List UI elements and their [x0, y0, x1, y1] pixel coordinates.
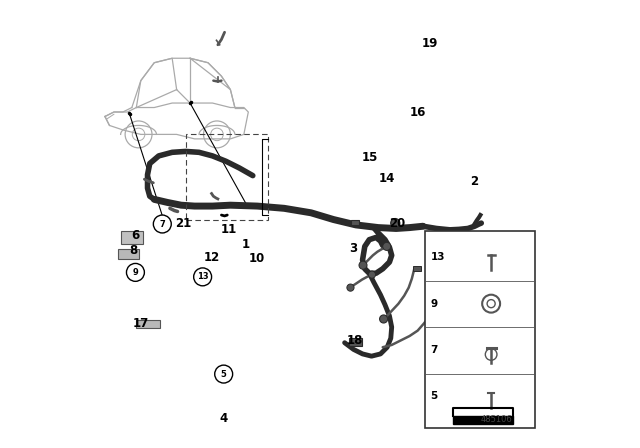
Text: 13: 13: [197, 272, 209, 281]
Text: 9: 9: [132, 268, 138, 277]
Circle shape: [369, 271, 376, 278]
Bar: [349, 338, 362, 346]
Text: 19: 19: [422, 37, 438, 51]
Text: 20: 20: [389, 216, 405, 230]
Circle shape: [391, 219, 400, 228]
Text: 13: 13: [431, 252, 445, 263]
Text: 3: 3: [349, 242, 358, 255]
Circle shape: [383, 242, 391, 250]
Text: 485106: 485106: [481, 415, 513, 424]
Circle shape: [154, 215, 172, 233]
Circle shape: [215, 365, 233, 383]
Bar: [136, 320, 159, 328]
Text: 12: 12: [204, 251, 220, 264]
Text: 16: 16: [410, 106, 426, 120]
Text: 10: 10: [249, 252, 266, 266]
Text: 5: 5: [221, 370, 227, 379]
Text: 4: 4: [220, 412, 228, 426]
Text: 18: 18: [346, 334, 363, 347]
Text: 14: 14: [379, 172, 396, 185]
Circle shape: [359, 261, 367, 269]
Bar: [118, 249, 139, 259]
Bar: [121, 231, 143, 244]
Text: 5: 5: [431, 391, 438, 401]
Text: 15: 15: [362, 151, 378, 164]
Bar: [452, 416, 513, 424]
Bar: [351, 220, 360, 225]
Bar: [425, 231, 535, 428]
Text: 9: 9: [431, 299, 438, 309]
Text: 1: 1: [242, 237, 250, 251]
Circle shape: [194, 268, 212, 286]
Bar: [186, 134, 269, 220]
Text: 7: 7: [431, 345, 438, 355]
Bar: [413, 266, 421, 271]
Text: 21: 21: [175, 216, 191, 230]
Text: 7: 7: [159, 220, 165, 228]
Text: 8: 8: [129, 244, 138, 258]
Circle shape: [380, 315, 388, 323]
Text: 11: 11: [221, 223, 237, 236]
Text: 17: 17: [132, 317, 149, 330]
Circle shape: [127, 263, 145, 281]
Circle shape: [436, 288, 445, 297]
Text: 2: 2: [470, 175, 479, 188]
Circle shape: [347, 284, 354, 291]
Text: 6: 6: [131, 228, 139, 242]
